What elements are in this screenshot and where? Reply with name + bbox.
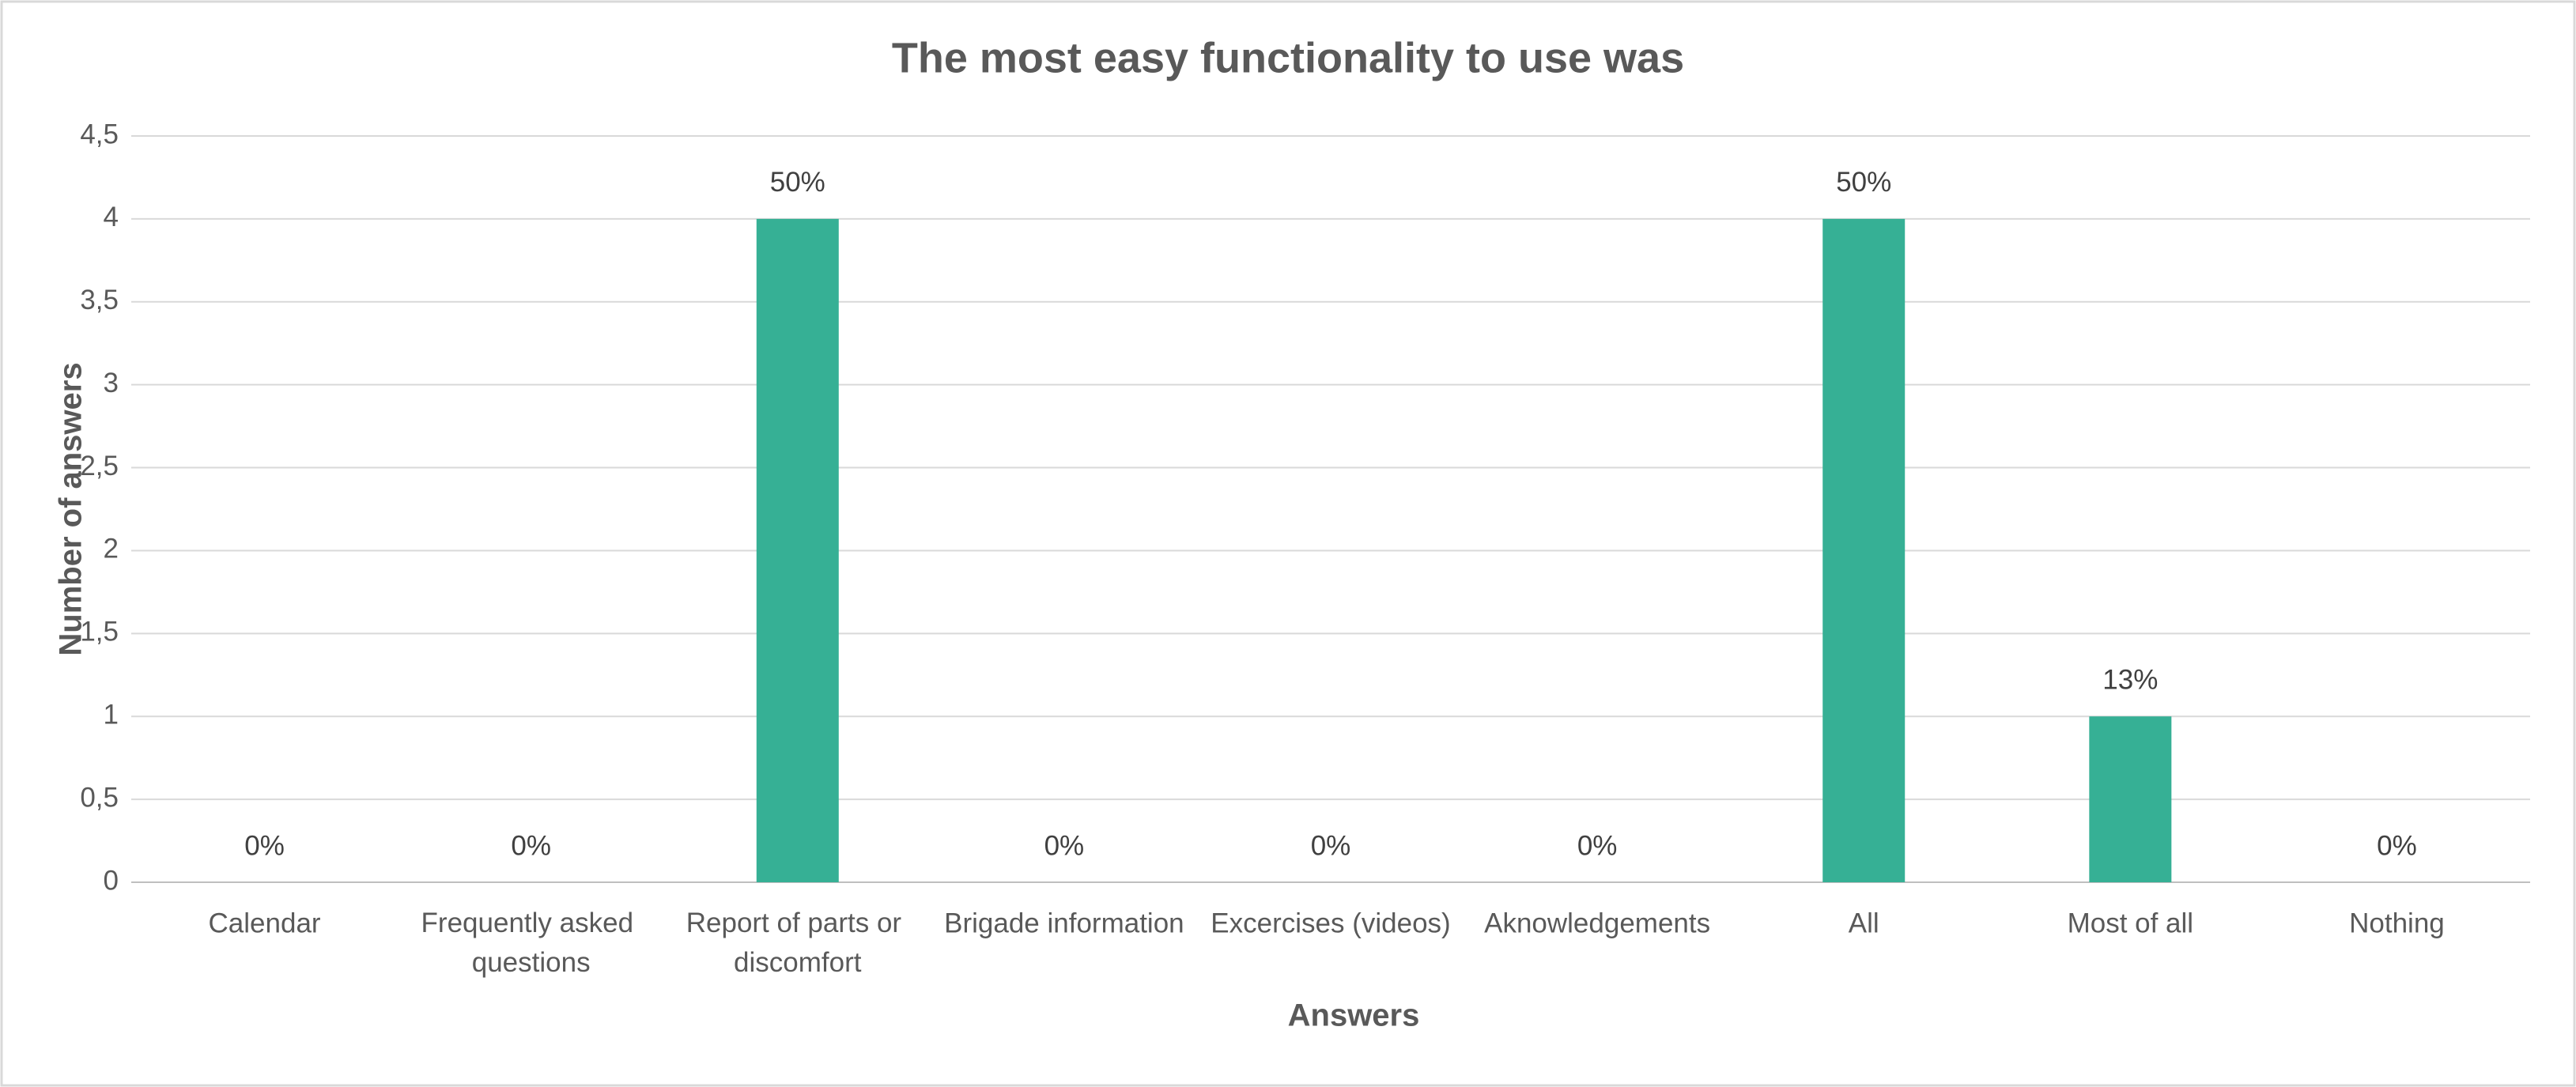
bar	[1822, 218, 1906, 882]
x-tick-label: Report of parts or discomfort	[686, 908, 909, 978]
y-tick-label: 4	[104, 202, 119, 232]
y-tick-label: 4,5	[80, 119, 119, 149]
value-label: 0%	[1577, 830, 1618, 861]
x-tick-label: Nothing	[2349, 908, 2445, 938]
y-tick-label: 3,5	[80, 285, 119, 315]
x-tick-label: Frequently asked questions	[421, 908, 641, 978]
y-tick-label: 3	[104, 368, 119, 398]
x-tick-label: Excercises (videos)	[1211, 908, 1450, 938]
x-axis-title: Answers	[1288, 998, 1420, 1033]
y-tick-label: 0	[104, 865, 119, 896]
bar	[756, 218, 839, 882]
chart-title: The most easy functionality to use was	[892, 34, 1684, 81]
y-tick-label: 0,5	[80, 782, 119, 813]
y-tick-label: 1,5	[80, 617, 119, 647]
bar	[2089, 716, 2172, 882]
value-label: 50%	[770, 167, 825, 198]
y-tick-label: 2,5	[80, 451, 119, 481]
value-label: 50%	[1836, 167, 1891, 198]
value-label: 0%	[244, 830, 285, 861]
x-tick-label: Brigade information	[944, 908, 1184, 938]
x-tick-label: Most of all	[2068, 908, 2194, 938]
x-tick-label: All	[1849, 908, 1879, 938]
value-label: 0%	[511, 830, 551, 861]
y-tick-label: 2	[104, 534, 119, 564]
x-tick-label: Aknowledgements	[1484, 908, 1710, 938]
x-tick-label: Calendar	[209, 908, 321, 938]
value-label: 13%	[2102, 664, 2158, 695]
y-axis-title: Number of answers	[54, 362, 89, 655]
value-label: 0%	[2377, 830, 2417, 861]
y-tick-label: 1	[104, 699, 119, 730]
value-label: 0%	[1044, 830, 1085, 861]
value-label: 0%	[1311, 830, 1351, 861]
